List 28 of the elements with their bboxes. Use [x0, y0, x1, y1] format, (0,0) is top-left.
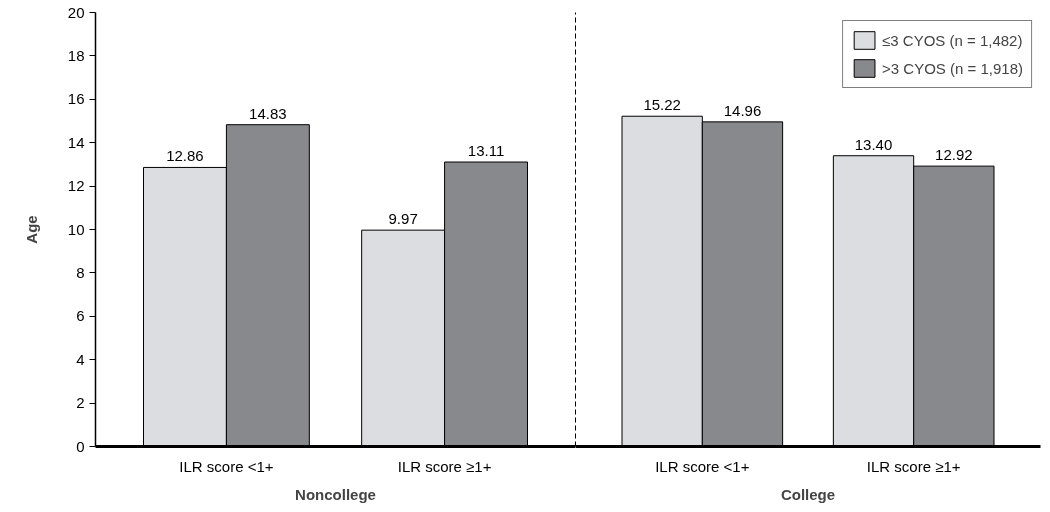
y-tick-label: 8: [76, 263, 85, 281]
x-tick-label: ILR score ≥1+: [397, 457, 492, 475]
y-axis-title: Age: [22, 215, 40, 244]
data-label: 13.11: [467, 142, 505, 160]
y-tick-label: 6: [76, 307, 85, 325]
legend-label: >3 CYOS (n = 1,918): [882, 59, 1023, 77]
y-tick-label: 14: [67, 133, 85, 151]
y-tick-label: 16: [67, 90, 85, 108]
y-tick-label: 10: [67, 220, 85, 238]
legend-label: ≤3 CYOS (n = 1,482): [882, 31, 1023, 49]
data-label: 14.96: [723, 101, 762, 119]
data-label: 14.83: [249, 104, 287, 122]
y-tick-label: 4: [76, 350, 85, 368]
x-tick-label: ILR score ≥1+: [866, 457, 961, 475]
x-axis-title: Noncollege: [295, 485, 376, 503]
y-tick-label: 20: [67, 3, 85, 21]
x-tick-label: ILR score <1+: [179, 457, 274, 475]
y-tick-label: 18: [67, 46, 85, 64]
data-label: 13.40: [854, 135, 893, 153]
y-tick-label: 2: [76, 394, 85, 412]
data-label: 15.22: [643, 96, 681, 114]
y-tick-label: 0: [76, 437, 85, 455]
x-tick-label: ILR score <1+: [655, 457, 750, 475]
data-label: 12.92: [935, 146, 973, 164]
y-tick-label: 12: [67, 177, 85, 195]
data-label: 12.86: [166, 147, 204, 165]
x-axis-title: College: [780, 485, 836, 503]
data-label: 9.97: [388, 210, 418, 228]
